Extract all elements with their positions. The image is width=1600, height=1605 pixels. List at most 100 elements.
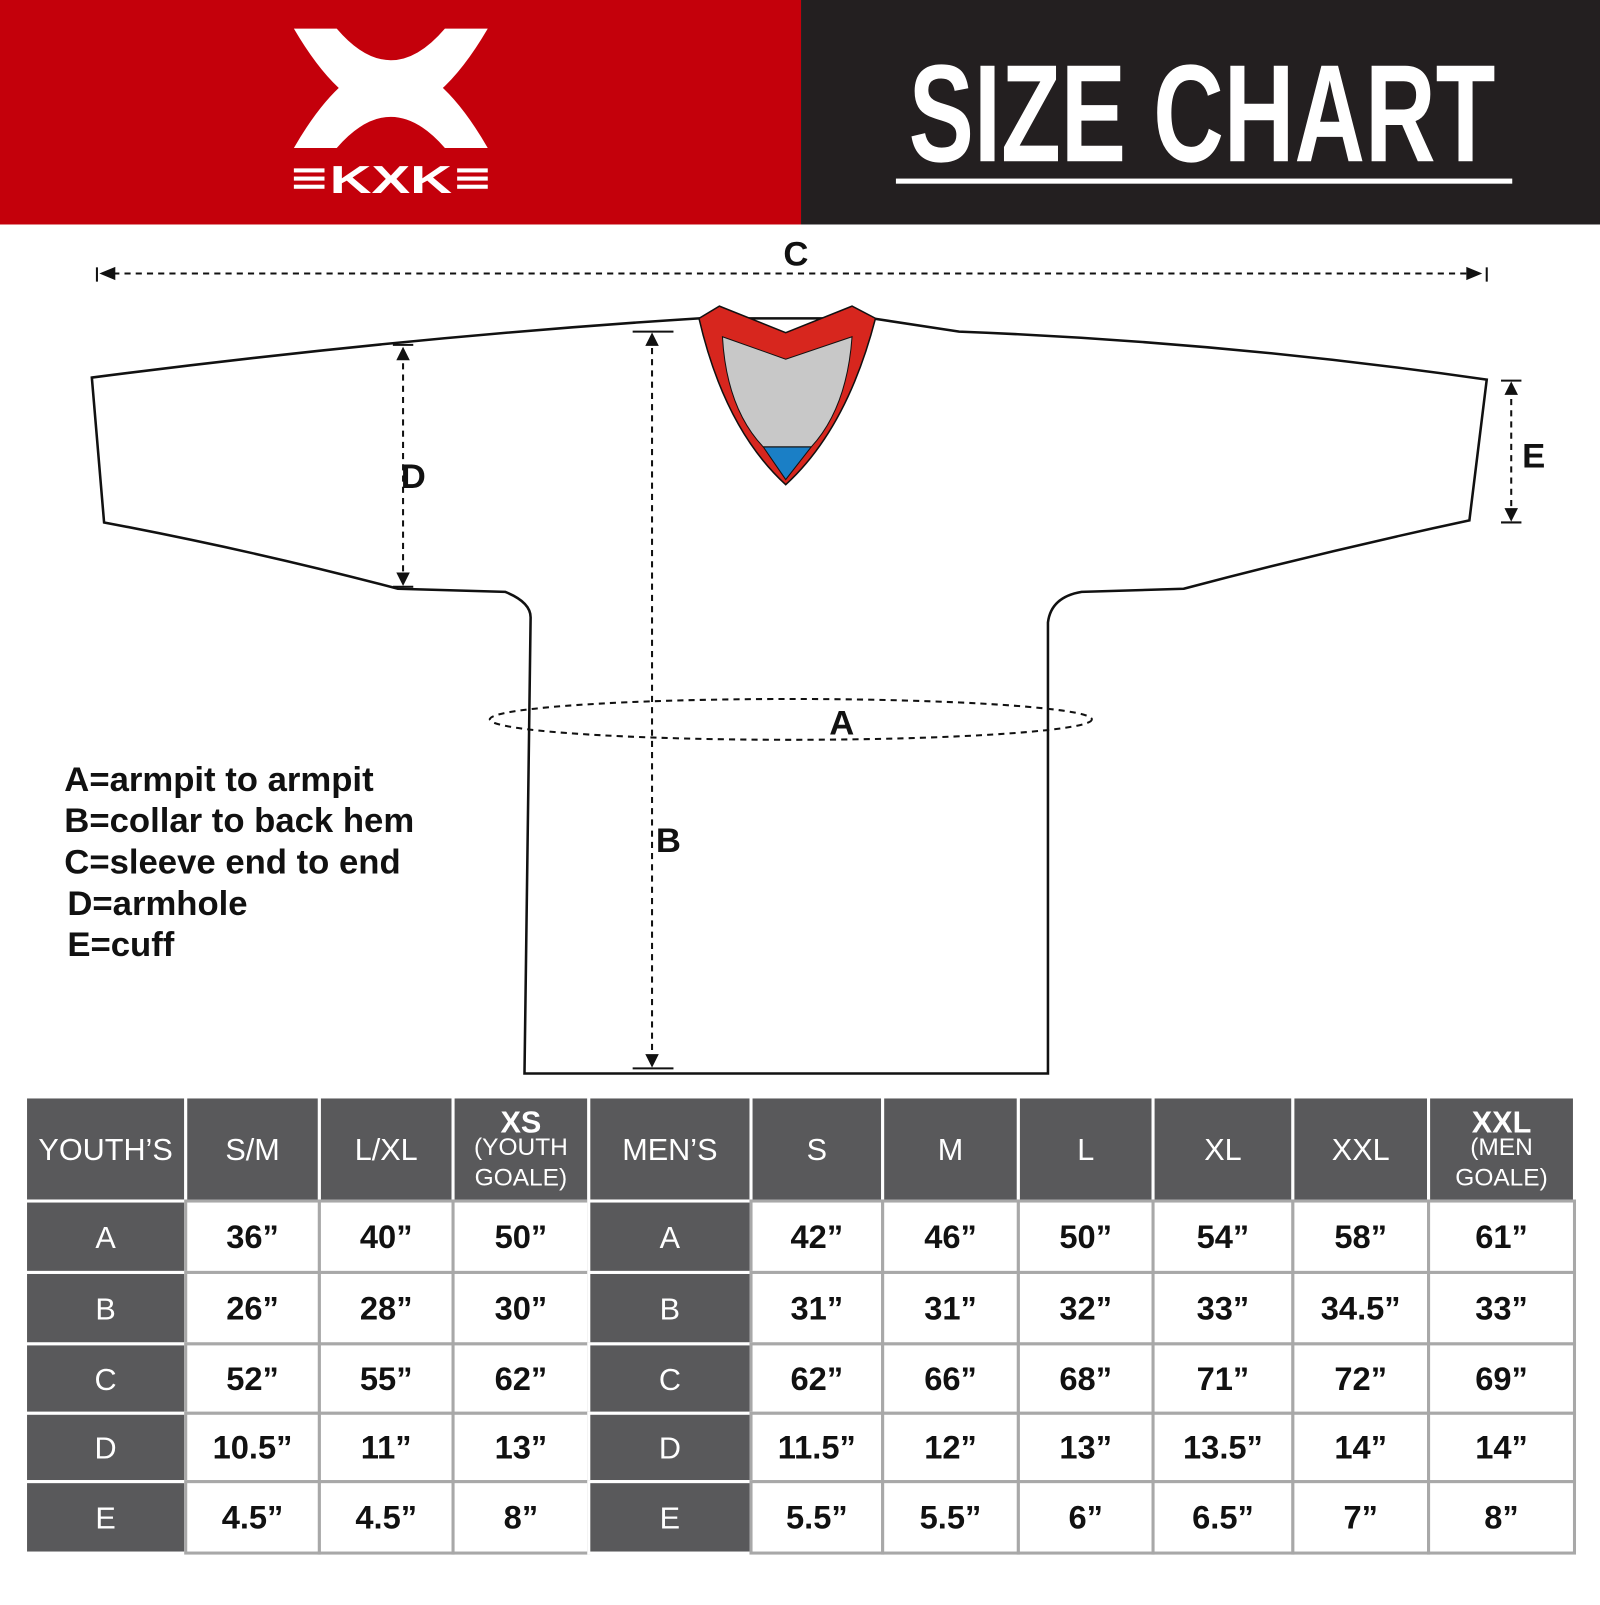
row-key: B xyxy=(95,1292,115,1326)
data-cell xyxy=(749,1199,885,1274)
legend-item: C=sleeve end to end xyxy=(64,843,400,881)
data-cell xyxy=(317,1270,455,1346)
header-text: L/XL xyxy=(355,1133,418,1167)
row-key: A xyxy=(660,1221,681,1255)
header-subtext: (MEN GOALE) xyxy=(1455,1134,1547,1192)
data-cell xyxy=(1016,1411,1155,1484)
cell-value: 50” xyxy=(495,1218,548,1255)
data-cell xyxy=(184,1199,321,1274)
header-text: L xyxy=(1077,1133,1094,1167)
data-cell xyxy=(881,1411,1020,1484)
header-text: XL xyxy=(1204,1133,1241,1167)
header-cell xyxy=(1427,1095,1577,1203)
header-text: MEN’S xyxy=(622,1133,717,1167)
data-cell xyxy=(317,1342,455,1415)
cell-value: 4.5” xyxy=(222,1499,284,1536)
cell-value: 33” xyxy=(1197,1289,1250,1326)
row-key: C xyxy=(95,1363,117,1397)
cell-value: 4.5” xyxy=(355,1499,417,1536)
size-table: YOUTH’S S/M L/XL XS(YOUTH GOALE) MEN’S S M L XL XX… xyxy=(23,1095,1577,1555)
data-cell xyxy=(451,1480,591,1555)
cell-value: 28” xyxy=(360,1289,413,1326)
row-key: B xyxy=(660,1292,680,1326)
header-text: YOUTH’S xyxy=(38,1133,172,1167)
cell-value: 5.5” xyxy=(786,1499,848,1536)
cell-value: 13.5” xyxy=(1183,1429,1263,1466)
cell-value: 40” xyxy=(360,1218,413,1255)
page-title: SIZE CHART xyxy=(909,36,1496,191)
cell-value: 13” xyxy=(495,1429,548,1466)
jersey xyxy=(90,305,1489,1075)
cell-value: 14” xyxy=(1334,1429,1387,1466)
cell-value: 72” xyxy=(1334,1360,1387,1397)
row-key-cell xyxy=(587,1342,753,1415)
header-cell xyxy=(451,1095,591,1203)
cell-value: 36” xyxy=(226,1218,279,1255)
cell-value: 50” xyxy=(1059,1218,1112,1255)
cell-value: 52” xyxy=(226,1360,279,1397)
row-key-cell xyxy=(587,1480,753,1555)
data-cell xyxy=(1291,1480,1431,1555)
row-key-cell xyxy=(587,1270,753,1346)
cell-value: 66” xyxy=(924,1360,977,1397)
row-key-cell xyxy=(587,1411,753,1484)
cell-value: 6” xyxy=(1068,1499,1102,1536)
cell-value: 10.5” xyxy=(213,1429,293,1466)
header-cell xyxy=(317,1095,455,1203)
row-key-cell xyxy=(23,1270,188,1346)
data-cell xyxy=(1427,1411,1577,1484)
data-cell xyxy=(1151,1342,1295,1415)
row-key-cell xyxy=(587,1199,753,1274)
cell-value: 30” xyxy=(495,1289,548,1326)
dim-label: A xyxy=(829,705,854,743)
cell-value: 68” xyxy=(1059,1360,1112,1397)
cell-value: 12” xyxy=(924,1429,977,1466)
cell-value: 46” xyxy=(924,1218,977,1255)
row-key: D xyxy=(95,1432,117,1466)
header-cell xyxy=(881,1095,1020,1203)
logo-mark xyxy=(293,28,488,189)
title-underline xyxy=(895,178,1513,184)
header-cell xyxy=(1016,1095,1155,1203)
dim-label: C xyxy=(783,235,808,273)
header-text: XS xyxy=(500,1106,541,1140)
header-cell xyxy=(587,1095,753,1203)
data-cell xyxy=(1291,1199,1431,1274)
header-cell xyxy=(1151,1095,1295,1203)
data-cell xyxy=(184,1411,321,1484)
header-text: XXL xyxy=(1472,1106,1532,1140)
cell-value: 42” xyxy=(791,1218,844,1255)
cell-value: 13” xyxy=(1059,1429,1112,1466)
legend-item: D=armhole xyxy=(67,885,247,923)
data-cell xyxy=(1427,1342,1577,1415)
cell-value: 58” xyxy=(1334,1218,1387,1255)
data-cell xyxy=(1016,1342,1155,1415)
cell-value: 11.5” xyxy=(778,1429,856,1466)
dim-label: B xyxy=(656,822,681,860)
header-subtext: (YOUTH GOALE) xyxy=(474,1134,568,1192)
cell-value: 11” xyxy=(361,1429,412,1466)
dim-label: E xyxy=(1522,437,1545,475)
data-cell xyxy=(184,1270,321,1346)
row-key: E xyxy=(95,1502,115,1536)
header-text: S xyxy=(807,1133,827,1167)
brand: KXK xyxy=(330,159,452,202)
cell-value: 31” xyxy=(924,1289,977,1326)
cell-value: 55” xyxy=(360,1360,413,1397)
cell-value: 5.5” xyxy=(920,1499,982,1536)
cell-value: 62” xyxy=(495,1360,548,1397)
row-key: E xyxy=(660,1502,680,1536)
row-key: D xyxy=(659,1432,681,1466)
cell-value: 31” xyxy=(791,1289,844,1326)
data-cell xyxy=(317,1411,455,1484)
header-text: XXL xyxy=(1332,1133,1390,1167)
cell-value: 71” xyxy=(1197,1360,1250,1397)
title-band xyxy=(801,0,1600,225)
data-cell xyxy=(1427,1480,1577,1555)
row-key: C xyxy=(659,1363,681,1397)
dimension-lines xyxy=(95,266,1522,1070)
cell-value: 7” xyxy=(1343,1499,1377,1536)
cell-value: 14” xyxy=(1475,1429,1528,1466)
